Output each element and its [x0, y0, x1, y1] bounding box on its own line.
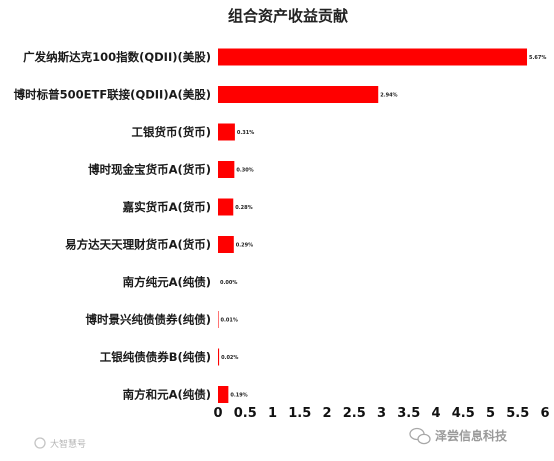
- bar: [218, 198, 234, 216]
- bar: [218, 386, 229, 403]
- x-tick-label: 6: [540, 406, 549, 421]
- x-tick-label: 4: [431, 406, 440, 421]
- bar: [218, 123, 235, 141]
- watermark-right: 泽尝信息科技: [409, 427, 508, 445]
- x-tick-label: 1.5: [288, 406, 311, 421]
- x-tick-label: 2: [322, 406, 331, 421]
- x-tick-label: 5.5: [506, 406, 529, 421]
- x-tick-label: 4.5: [452, 406, 475, 421]
- data-labels: 5.67% 2.94% 0.31% 0.30% 0.28% 0.29% 0.00% 0.01%…: [220, 55, 546, 399]
- bar: [218, 348, 220, 366]
- category-label: 博时景兴纯债债券(纯债): [85, 313, 211, 327]
- data-label: 0.02%: [221, 355, 238, 361]
- watermark-left: 大智慧号: [34, 437, 86, 450]
- x-tick-label: 2.5: [343, 406, 366, 421]
- bar: [218, 236, 234, 253]
- data-label: 5.67%: [529, 55, 546, 61]
- bar: [218, 86, 379, 103]
- bar: [218, 48, 528, 66]
- data-label: 0.28%: [235, 205, 252, 211]
- x-tick-label: 3.5: [397, 406, 420, 421]
- category-label: 南方纯元A(纯债): [123, 275, 211, 289]
- data-label: 0.01%: [221, 318, 238, 324]
- category-labels: 广发纳斯达克100指数(QDII)(美股) 博时标普500ETF联接(QDII)A…: [14, 50, 211, 402]
- category-label: 工银纯债债券B(纯债): [100, 350, 211, 364]
- category-label: 南方和元A(纯债): [123, 388, 211, 402]
- bar: [218, 161, 235, 178]
- data-label: 0.29%: [236, 243, 253, 249]
- category-label: 广发纳斯达克100指数(QDII)(美股): [23, 50, 211, 64]
- bars: [218, 48, 528, 403]
- data-label: 0.00%: [220, 280, 237, 286]
- watermark-logo-icon: [34, 437, 46, 449]
- category-label: 易方达天天理财货币A(货币): [65, 238, 211, 252]
- category-label: 博时标普500ETF联接(QDII)A(美股): [14, 88, 211, 102]
- watermark-right-text: 泽尝信息科技: [435, 428, 508, 443]
- category-label: 工银货币(货币): [131, 125, 211, 139]
- data-label: 0.31%: [237, 130, 254, 136]
- data-label: 2.94%: [380, 93, 397, 99]
- x-axis-ticks: 0 0.5 1 1.5 2 2.5 3 3.5 4 4.5 5 5.5 6: [213, 406, 549, 421]
- category-label: 嘉实货币A(货币): [122, 200, 211, 214]
- x-tick-label: 1: [268, 406, 277, 421]
- x-tick-label: 0: [213, 406, 222, 421]
- x-tick-label: 3: [377, 406, 386, 421]
- watermark-left-text: 大智慧号: [50, 438, 86, 450]
- wechat-icon: [409, 427, 431, 445]
- chart-title: 组合资产收益贡献: [228, 7, 348, 25]
- data-label: 0.19%: [230, 393, 247, 399]
- category-label: 博时现金宝货币A(货币): [88, 163, 211, 177]
- bar: [218, 311, 219, 328]
- x-tick-label: 5: [486, 406, 495, 421]
- data-label: 0.30%: [236, 168, 253, 174]
- x-tick-label: 0.5: [234, 406, 257, 421]
